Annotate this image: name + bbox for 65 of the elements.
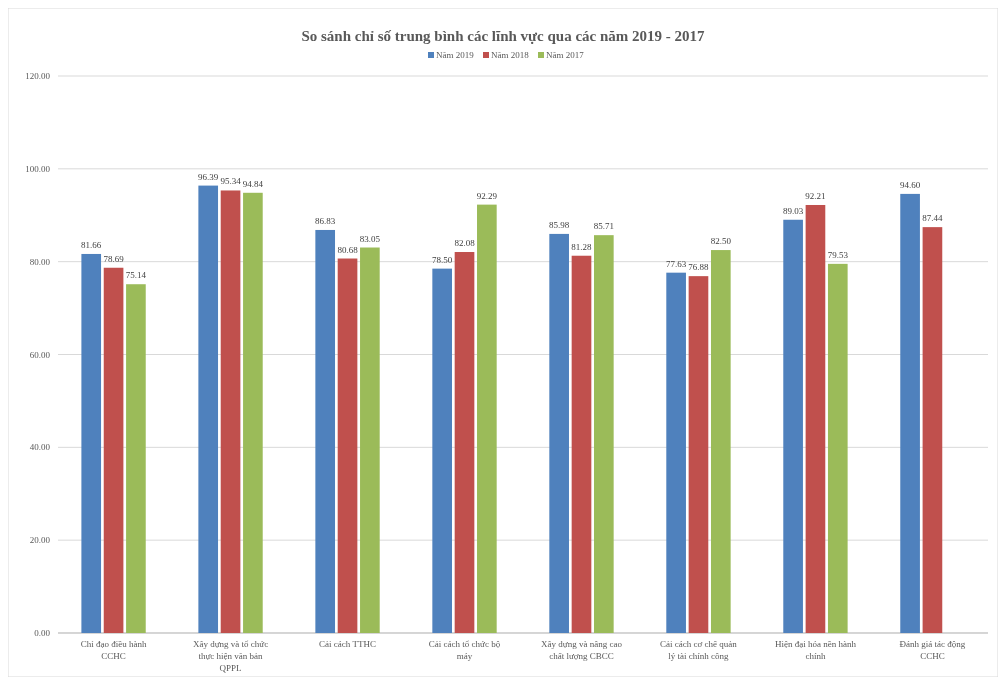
y-tick-label: 80.00 xyxy=(29,256,51,267)
bar xyxy=(571,255,592,633)
x-tick-label: Đánh giá tác động CCHC xyxy=(899,639,966,661)
data-label: 96.39 xyxy=(198,171,219,182)
data-label: 89.03 xyxy=(782,205,804,216)
x-tick-label: Chỉ đạo điều hành CCHC xyxy=(80,639,147,661)
bar xyxy=(549,233,569,633)
data-label: 86.83 xyxy=(315,215,336,226)
data-label: 80.68 xyxy=(337,244,359,255)
bar xyxy=(827,263,848,633)
data-label: 83.05 xyxy=(359,233,381,244)
bar xyxy=(805,204,826,633)
bar xyxy=(477,204,497,633)
data-label: 82.08 xyxy=(454,238,476,249)
bar xyxy=(922,227,943,633)
chart-title: So sánh chỉ số trung bình các lĩnh vực qua các năm 2019 - 2017 xyxy=(301,28,706,44)
data-label: 92.21 xyxy=(805,190,826,201)
data-label: 94.84 xyxy=(242,178,264,189)
y-tick-label: 20.00 xyxy=(29,535,51,546)
data-label: 77.63 xyxy=(666,258,687,269)
bar xyxy=(688,276,709,633)
data-label: 79.53 xyxy=(827,249,849,260)
bar xyxy=(783,219,803,633)
data-label: 85.71 xyxy=(593,221,614,232)
data-label: 95.34 xyxy=(220,176,242,187)
data-label: 92.29 xyxy=(476,190,498,201)
y-tick-label: 60.00 xyxy=(29,349,51,360)
x-tick-label: Xây dựng và nâng cao chất lượng CBCC xyxy=(541,639,623,661)
bar xyxy=(710,250,731,633)
bar xyxy=(337,258,358,633)
legend-label: Năm 2017 xyxy=(546,50,585,60)
y-tick-label: 100.00 xyxy=(25,163,51,174)
x-tick-label: Hiện đại hóa nền hành chính xyxy=(774,639,857,661)
bar xyxy=(360,247,380,633)
data-label: 78.69 xyxy=(103,253,125,264)
bar xyxy=(243,192,263,633)
x-tick-label: Cải cách TTHC xyxy=(319,639,376,649)
data-label: 78.50 xyxy=(432,254,453,265)
y-tick-label: 0.00 xyxy=(34,628,51,638)
data-label: 82.50 xyxy=(710,236,732,247)
y-tick-label: 120.00 xyxy=(25,71,51,81)
data-label: 81.66 xyxy=(81,239,102,250)
legend-label: Năm 2019 xyxy=(436,50,475,60)
x-tick-label: Cải cách cơ chế quản lý tài chính công xyxy=(660,639,738,661)
bar xyxy=(220,190,241,633)
y-tick-label: 40.00 xyxy=(29,442,51,453)
bar xyxy=(432,268,452,633)
bar xyxy=(900,193,920,633)
data-label: 85.98 xyxy=(549,219,570,230)
bar xyxy=(666,272,686,633)
data-label: 75.14 xyxy=(125,270,147,281)
bar xyxy=(126,284,146,633)
data-label: 76.88 xyxy=(688,262,710,273)
legend-label: Năm 2018 xyxy=(491,50,530,60)
bar xyxy=(594,235,614,633)
x-tick-label: Cải cách tổ chức bộ máy xyxy=(428,639,501,661)
data-label: 94.60 xyxy=(899,179,921,190)
bar xyxy=(198,185,219,633)
bar xyxy=(315,229,336,633)
bar xyxy=(103,267,124,633)
bar xyxy=(81,253,102,633)
data-label: 81.28 xyxy=(571,241,593,252)
x-tick-label: Xây dựng và tổ chức thực hiện văn bản QPPL xyxy=(192,639,269,673)
bar xyxy=(454,252,475,633)
data-label: 87.44 xyxy=(922,213,944,224)
